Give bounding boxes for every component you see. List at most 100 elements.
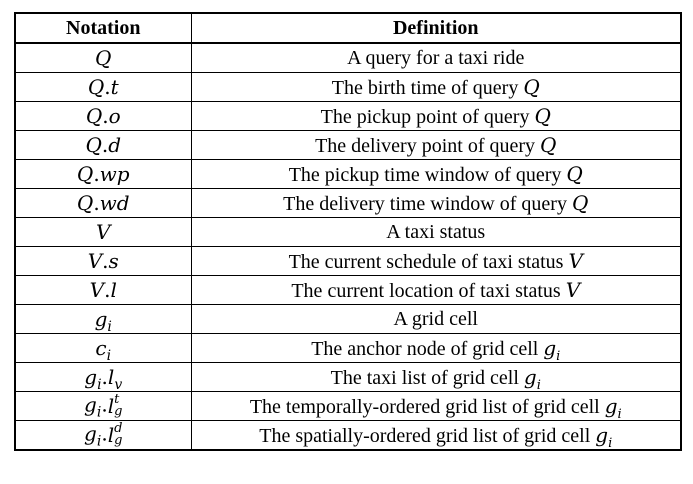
definition-math-sub: i xyxy=(536,377,541,393)
definition-text: A grid cell xyxy=(393,308,478,330)
symbol-base: Q xyxy=(87,75,105,99)
table-row: gi A grid cell xyxy=(14,304,682,335)
definition-text: The current location of taxi status xyxy=(291,279,561,302)
symbol-text: V.s xyxy=(88,249,119,273)
definition-cell: The anchor node of grid cell gi xyxy=(190,333,682,363)
symbol-dot: . xyxy=(93,162,100,186)
definition-math: Q xyxy=(540,132,557,157)
symbol-dot: . xyxy=(101,421,108,446)
header-row: Notation Definition xyxy=(14,12,682,44)
notation-table: Notation Definition Q A query for a taxi… xyxy=(14,12,682,451)
symbol-text: Q.d xyxy=(85,133,121,157)
definition-cell: A grid cell xyxy=(190,304,682,334)
symbol-text: Q.wd xyxy=(77,191,130,215)
table-row: Q.d The delivery point of query Q xyxy=(14,130,682,160)
definition-header: Definition xyxy=(190,12,682,44)
symbol-subscript: i xyxy=(97,377,102,393)
symbol-base: l xyxy=(107,423,115,447)
symbol-superscript: d xyxy=(114,421,123,436)
symbol-base: l xyxy=(107,394,115,418)
definition-math: Q xyxy=(566,161,583,186)
symbol-field: s xyxy=(108,249,119,273)
symbol-dot: . xyxy=(104,75,111,99)
symbol-base: V xyxy=(87,249,103,273)
table-row: Q.o The pickup point of query Q xyxy=(14,101,682,131)
definition-cell: The current schedule of taxi status V xyxy=(190,246,682,276)
definition-math: gi xyxy=(543,336,560,363)
symbol-base: V xyxy=(89,278,105,302)
symbol-text: V xyxy=(96,220,111,244)
definition-math: gi xyxy=(595,422,612,450)
definition-text: The current schedule of taxi status xyxy=(288,250,564,273)
symbol-dot: . xyxy=(101,133,109,157)
symbol-field: t xyxy=(110,75,119,99)
symbol-subscript: i xyxy=(107,319,112,335)
definition-cell: A query for a taxi ride xyxy=(190,42,682,73)
definition-text: The delivery point of query xyxy=(315,134,536,157)
definition-cell: The pickup time window of query Q xyxy=(190,159,682,189)
symbol-text: Q.t xyxy=(88,75,119,99)
symbol-subscript: i xyxy=(96,404,102,421)
definition-cell: The delivery point of query Q xyxy=(190,130,682,160)
definition-text: The temporally-ordered grid list of grid… xyxy=(249,395,600,418)
definition-cell: The birth time of query Q xyxy=(190,72,682,102)
definition-text: The pickup time window of query xyxy=(288,163,562,186)
symbol-dot: . xyxy=(102,249,109,273)
definition-text: The delivery time window of query xyxy=(283,192,567,215)
table-row: ci The anchor node of grid cell gi xyxy=(14,333,682,363)
symbol-dot: . xyxy=(101,365,108,389)
table-row: Q A query for a taxi ride xyxy=(14,42,682,73)
symbol-subscript: g xyxy=(114,433,123,448)
symbol-base: Q xyxy=(85,104,103,128)
definition-math: Q xyxy=(523,74,540,99)
symbol-subscript: g xyxy=(114,404,123,419)
notation-cell: gi xyxy=(14,304,192,335)
definition-cell: The pickup point of query Q xyxy=(190,101,682,131)
symbol-text: Q.o xyxy=(86,104,121,128)
definition-math: V xyxy=(568,248,583,273)
table-row: gi.l t g The temporally-ordered grid list … xyxy=(14,391,682,421)
definition-text: A query for a taxi ride xyxy=(347,47,525,69)
symbol-base: c xyxy=(95,336,107,360)
symbol-field: o xyxy=(108,104,121,128)
definition-math: V xyxy=(565,277,581,302)
symbol-subscript: i xyxy=(96,433,102,450)
definition-cell: The current location of taxi status V xyxy=(190,275,682,305)
definition-text: The anchor node of grid cell xyxy=(311,337,539,360)
symbol-base: g xyxy=(94,307,108,331)
definition-math: gi xyxy=(605,394,622,421)
symbol-field: wd xyxy=(99,191,130,215)
table-row: V.s The current schedule of taxi status … xyxy=(14,246,682,276)
symbol-dot: . xyxy=(102,104,109,128)
definition-cell: The taxi list of grid cell gi xyxy=(190,362,682,392)
symbol-dot: . xyxy=(101,392,108,417)
notation-cell: gi.l t g xyxy=(14,391,192,421)
definition-cell: A taxi status xyxy=(190,217,682,247)
notation-cell: gi.lv xyxy=(14,362,192,393)
definition-cell: The spatially-ordered grid list of grid … xyxy=(190,420,682,451)
notation-cell: Q.t xyxy=(14,72,192,102)
symbol-base: l xyxy=(107,365,115,389)
definition-math-sub: i xyxy=(617,406,622,422)
definition-math-base: g xyxy=(595,422,609,447)
symbol-dot: . xyxy=(93,191,100,215)
symbol-base: Q xyxy=(76,162,94,186)
symbol-field: d xyxy=(108,133,122,157)
symbol-dot: . xyxy=(104,278,111,302)
table-row: Q.wp The pickup time window of query Q xyxy=(14,159,682,189)
table-row: Q.wd The delivery time window of query Q xyxy=(14,188,682,218)
symbol-text: Q xyxy=(95,46,112,70)
symbol-base: Q xyxy=(85,133,102,157)
notation-cell: Q.d xyxy=(14,130,192,160)
notation-cell: Q.o xyxy=(14,101,192,131)
table-row: V.l The current location of taxi status … xyxy=(14,275,682,305)
symbol-base: Q xyxy=(76,191,94,215)
definition-text: The pickup point of query xyxy=(320,105,530,128)
symbol-base: g xyxy=(84,365,98,389)
notation-cell: V xyxy=(14,217,192,247)
table-row: V A taxi status xyxy=(14,217,682,247)
table-row: gi.lv The taxi list of grid cell gi xyxy=(14,362,682,393)
definition-text: The spatially-ordered grid list of grid … xyxy=(259,424,591,447)
symbol-text: Q.wp xyxy=(77,162,130,186)
definition-math: gi xyxy=(524,365,541,392)
